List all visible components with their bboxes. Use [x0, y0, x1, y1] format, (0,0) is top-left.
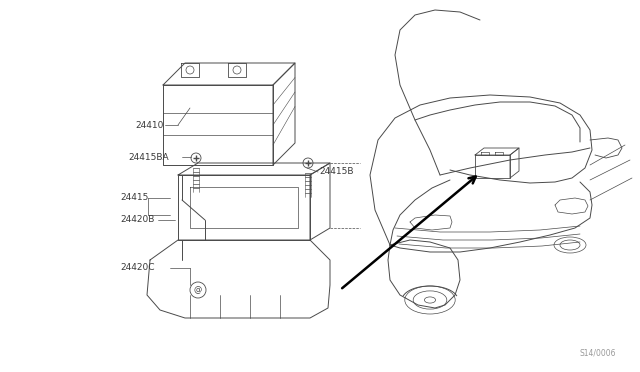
- Text: S14/0006: S14/0006: [580, 349, 616, 358]
- Text: 24415: 24415: [120, 193, 148, 202]
- Text: 24420B: 24420B: [120, 215, 154, 224]
- Text: 24415B: 24415B: [319, 167, 353, 176]
- Text: 24420C: 24420C: [120, 263, 154, 273]
- Text: @: @: [194, 285, 202, 295]
- Text: 24410: 24410: [135, 121, 163, 129]
- Text: 24415BA: 24415BA: [128, 153, 168, 161]
